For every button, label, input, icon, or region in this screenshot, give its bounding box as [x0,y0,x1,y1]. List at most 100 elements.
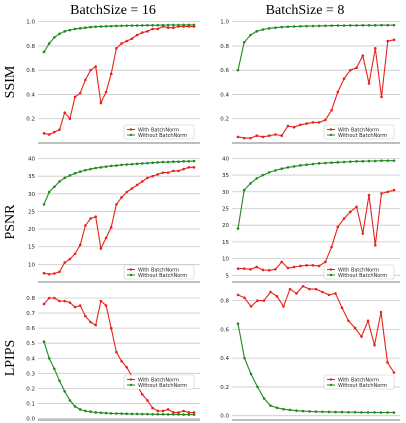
data-point-without-batchnorm [261,28,265,31]
y-tick-label: 35 [28,174,35,180]
data-point-without-batchnorm [172,23,175,27]
data-point-with-batchnorm [334,292,337,295]
legend-marker [129,128,133,131]
data-point-with-batchnorm [172,26,175,30]
data-point-with-batchnorm [68,117,72,121]
legend-marker [329,128,333,131]
data-point-with-batchnorm [392,371,396,374]
data-point-with-batchnorm [94,215,98,219]
data-point-without-batchnorm [373,159,377,163]
data-point-without-batchnorm [301,409,305,413]
data-point-without-batchnorm [353,410,357,414]
data-point-without-batchnorm [292,165,296,168]
data-point-with-batchnorm [392,188,396,192]
y-tick-label: 40 [28,157,35,163]
data-point-without-batchnorm [380,23,383,27]
data-point-without-batchnorm [342,24,346,27]
data-point-without-batchnorm [109,164,113,168]
y-tick-label: 0.6 [220,327,229,333]
legend-marker [129,268,133,271]
data-point-without-batchnorm [192,413,196,416]
legend-label: Without BatchNorm [138,133,187,139]
data-point-without-batchnorm [392,411,396,414]
data-point-with-batchnorm [47,296,51,300]
y-tick-label: 0.4 [220,92,229,98]
data-point-without-batchnorm [53,367,56,371]
data-point-with-batchnorm [177,169,180,173]
data-point-without-batchnorm [73,27,77,31]
data-point-with-batchnorm [367,82,371,85]
data-point-with-batchnorm [156,409,160,413]
data-point-with-batchnorm [380,192,383,195]
data-point-without-batchnorm [135,162,139,166]
data-point-without-batchnorm [47,190,51,194]
data-point-with-batchnorm [89,68,92,72]
data-point-without-batchnorm [140,162,144,165]
data-point-without-batchnorm [89,167,92,171]
data-point-with-batchnorm [355,66,358,70]
data-point-without-batchnorm [242,188,246,192]
data-point-with-batchnorm [261,268,265,272]
y-tick-label: 15 [28,245,35,251]
chart-panel-lpips-batch16: 0.0 0.1 0.2 0.3 0.4 0.5 0.6 0.7 0.8 With BatchNor… [26,296,200,422]
data-point-without-batchnorm [367,23,371,27]
legend-marker [329,378,333,381]
data-point-with-batchnorm [99,101,103,105]
row-label-lpips: LPIPS [3,340,18,377]
legend-label: With BatchNorm [138,267,179,273]
data-point-with-batchnorm [115,350,118,354]
data-point-with-batchnorm [42,302,46,306]
legend-marker [329,268,333,271]
y-tick-label: 0.1 [26,401,35,407]
y-tick-label: 0.8 [220,44,229,50]
legend-marker [329,133,333,137]
legend-box [323,264,395,280]
data-point-with-batchnorm [89,217,92,220]
data-point-with-batchnorm [242,136,246,140]
data-point-without-batchnorm [104,165,108,168]
data-point-with-batchnorm [295,292,298,295]
data-point-with-batchnorm [130,187,134,190]
data-point-without-batchnorm [78,27,82,30]
data-point-with-batchnorm [367,193,371,197]
legend-marker [129,273,133,277]
data-point-with-batchnorm [146,176,149,180]
data-point-with-batchnorm [63,261,66,264]
data-point-without-batchnorm [99,25,103,28]
series-line-without-batchnorm [237,24,394,71]
series-line-without-batchnorm [43,24,194,53]
data-point-with-batchnorm [305,263,308,267]
data-point-without-batchnorm [380,159,383,162]
y-tick-label: 0.6 [26,68,35,74]
data-point-without-batchnorm [295,409,298,412]
data-point-without-batchnorm [305,163,308,166]
data-point-without-batchnorm [130,412,134,416]
legend-label: With BatchNorm [338,127,379,133]
data-point-without-batchnorm [58,32,61,36]
data-point-without-batchnorm [84,26,87,30]
data-point-without-batchnorm [305,24,308,28]
data-point-without-batchnorm [292,25,296,28]
data-point-without-batchnorm [94,411,98,414]
data-point-with-batchnorm [305,122,308,125]
legend-label: With BatchNorm [138,127,179,133]
y-tick-label: 0.2 [220,385,229,391]
data-point-without-batchnorm [379,411,383,414]
data-point-without-batchnorm [89,25,92,29]
data-point-with-batchnorm [243,296,246,300]
data-point-with-batchnorm [120,359,123,363]
data-point-with-batchnorm [78,304,82,307]
data-point-without-batchnorm [330,161,333,164]
data-point-with-batchnorm [84,78,87,82]
legend-label: With BatchNorm [338,267,379,273]
data-point-with-batchnorm [379,310,383,314]
data-point-without-batchnorm [156,23,160,27]
data-point-without-batchnorm [42,340,46,343]
y-tick-label: 30 [222,190,229,196]
data-point-with-batchnorm [53,296,56,300]
data-point-with-batchnorm [236,267,240,270]
